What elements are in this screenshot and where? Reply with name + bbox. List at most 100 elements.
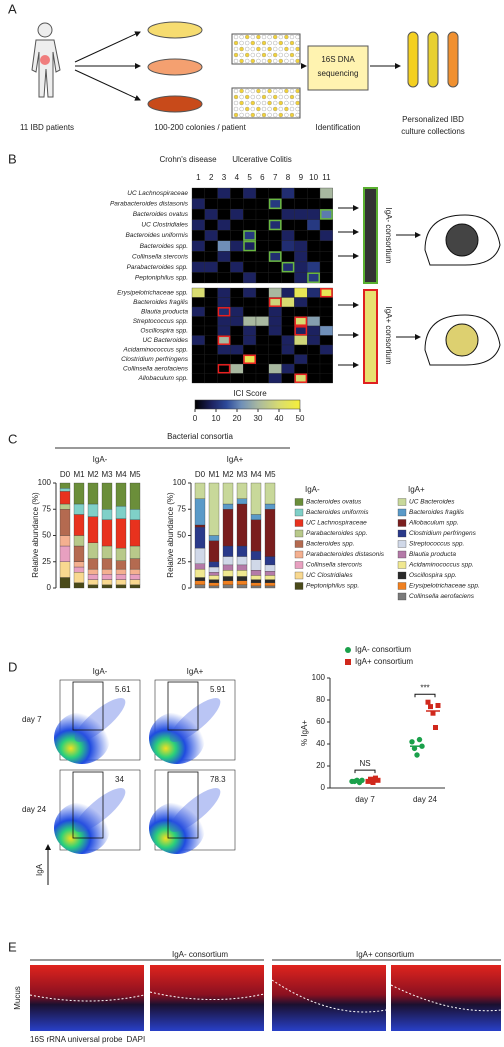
well: [239, 34, 244, 40]
well: [295, 112, 300, 118]
heatmap-cell: [204, 316, 218, 327]
legend-swatch: [397, 540, 407, 548]
bar-segment: [236, 584, 248, 589]
bar-segment: [264, 571, 276, 576]
bar-segment: [101, 574, 113, 580]
heatmap-cell: [307, 240, 321, 252]
gate-value: 5.91: [210, 685, 226, 694]
heatmap-cell: [191, 287, 205, 298]
well: [289, 58, 295, 64]
heatmap-cell: [204, 240, 218, 252]
bar-segment: [222, 570, 234, 577]
well: [273, 34, 278, 40]
row-label: Bacteroides fragilis: [133, 299, 189, 306]
heatmap-cell: [243, 363, 257, 374]
heatmap-cell: [230, 187, 244, 199]
legend-label: UC Clostridiales: [306, 572, 353, 579]
heatmap-cell: [255, 325, 269, 336]
well: [273, 94, 278, 100]
bar-segment: [222, 556, 234, 566]
heatmap-cell: [230, 208, 244, 220]
heatmap-cell: [281, 306, 295, 317]
bar-label: M5: [129, 470, 141, 479]
legend-marker: [345, 647, 351, 653]
bar-segment: [115, 560, 127, 570]
heatmap-cell: [230, 240, 244, 252]
bar-segment: [87, 503, 99, 517]
heatmap-cell: [217, 261, 231, 273]
well: [244, 46, 250, 52]
heatmap-cell: [230, 251, 244, 263]
well: [278, 100, 283, 106]
legend-swatch: [294, 582, 304, 590]
label: sequencing: [318, 69, 359, 78]
heatmap-cell: [204, 287, 218, 298]
well: [273, 40, 278, 46]
heatmap-cell: [191, 208, 205, 220]
well: [284, 46, 289, 52]
heatmap-cell: [255, 251, 269, 263]
legend-label: Bacteroides spp.: [306, 541, 355, 548]
heatmap-cell: [268, 316, 282, 327]
heatmap-cell: [204, 251, 218, 263]
bar-segment: [101, 482, 113, 510]
well: [261, 106, 267, 112]
heatmap-cell: [307, 251, 321, 263]
bar-segment: [222, 503, 234, 510]
data-point: [435, 703, 441, 708]
flow-cloud: [169, 698, 221, 742]
heatmap-cell: [217, 272, 231, 284]
heatmap-cell: [255, 344, 269, 355]
bar-segment: [236, 482, 248, 499]
heatmap-cell: [281, 344, 295, 355]
well: [278, 34, 283, 40]
bar-segment: [115, 579, 127, 585]
well: [250, 112, 256, 118]
gate: [72, 681, 104, 731]
bar-segment: [250, 551, 262, 560]
well: [261, 52, 267, 58]
well: [289, 94, 295, 100]
panel-letter: E: [8, 939, 17, 954]
heatmap-cell: [294, 240, 308, 252]
row-label: Oscillospira spp.: [140, 327, 188, 334]
legend-swatch: [294, 550, 304, 559]
well: [256, 94, 261, 100]
heatmap-cell: [217, 230, 231, 241]
heatmap-cell: [230, 344, 244, 355]
well: [261, 40, 267, 46]
bar-label: M3: [101, 470, 113, 479]
heatmap-cell: [307, 208, 321, 220]
bar-segment: [87, 579, 99, 585]
row-label: Allobaculum spp.: [138, 375, 189, 382]
bar-segment: [208, 540, 220, 562]
bar-label: D0: [60, 470, 71, 479]
y-tick-label: 25: [177, 557, 186, 566]
bar-segment: [101, 545, 113, 559]
well: [244, 52, 250, 58]
heatmap-cell: [268, 363, 282, 374]
well: [233, 40, 239, 46]
legend-label: Blautia producta: [409, 551, 456, 558]
y-axis-label: Relative abundance (%): [166, 492, 175, 578]
well: [256, 100, 261, 106]
well: [284, 88, 289, 94]
row-label: Parabacteroides spp.: [127, 264, 189, 271]
legend-swatch: [397, 571, 407, 580]
well: [239, 106, 244, 112]
y-tick-label: 50: [42, 531, 51, 540]
highlight-box: [268, 251, 282, 262]
well: [267, 58, 272, 64]
heatmap-cell: [243, 230, 257, 241]
heatmap-cell: [307, 219, 321, 231]
heatmap-cell: [191, 272, 205, 284]
flow-cloud: [54, 802, 110, 854]
heatmap-cell: [307, 198, 321, 210]
well: [233, 34, 239, 40]
column-label: 8: [286, 173, 291, 182]
well: [250, 34, 256, 40]
row-label: Bacteroides spp.: [140, 243, 189, 250]
gate: [167, 771, 199, 839]
bar-segment: [101, 519, 113, 547]
bar-segment: [250, 514, 262, 520]
